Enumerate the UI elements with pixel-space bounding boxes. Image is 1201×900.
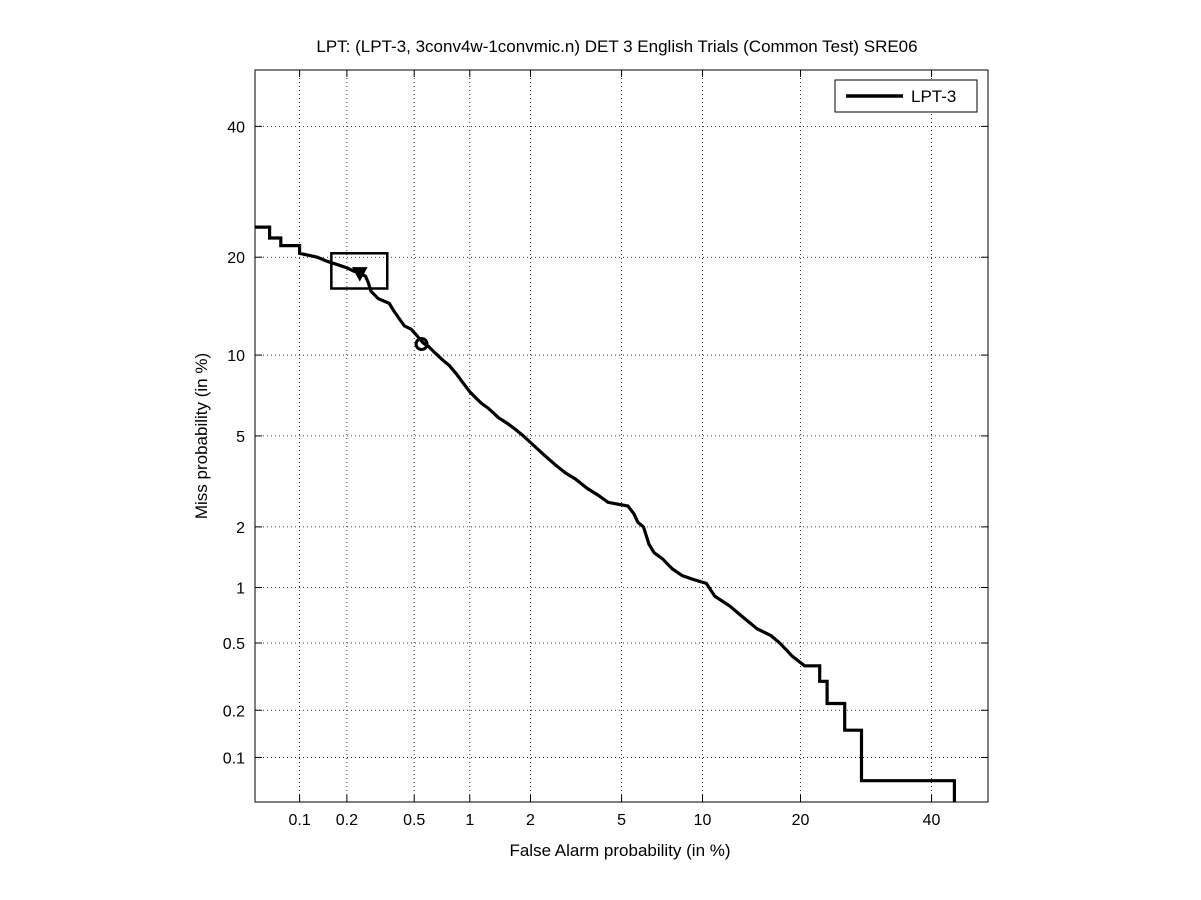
x-tick-label: 0.1	[288, 812, 310, 829]
x-tick-label: 2	[526, 812, 535, 829]
confidence-box	[330, 252, 389, 290]
chart-title: LPT: (LPT-3, 3conv4w-1convmic.n) DET 3 E…	[316, 37, 917, 56]
y-axis-label: Miss probability (in %)	[192, 353, 211, 519]
series-layer	[255, 225, 957, 802]
y-tick-label: 0.2	[223, 703, 245, 720]
y-tick-label: 10	[227, 348, 245, 365]
x-tick-label: 20	[792, 812, 810, 829]
det-curve-lpt-3	[255, 225, 957, 802]
x-tick-label: 10	[694, 812, 712, 829]
y-tick-label: 1	[236, 581, 245, 598]
legend: LPT-3	[834, 79, 978, 113]
x-tick-label: 1	[465, 812, 474, 829]
x-tick-label: 5	[617, 812, 626, 829]
min-dcf-marker	[414, 337, 429, 352]
marker-layer	[330, 252, 429, 352]
x-tick-label: 0.2	[336, 812, 358, 829]
y-tick-label: 5	[236, 429, 245, 446]
y-tick-label: 20	[227, 250, 245, 267]
x-tick-label: 40	[923, 812, 941, 829]
y-tick-label: 40	[227, 119, 245, 136]
x-axis-label: False Alarm probability (in %)	[509, 841, 730, 860]
y-tick-label: 0.5	[223, 636, 245, 653]
act-dcf-marker	[351, 267, 368, 282]
y-tick-label: 2	[236, 520, 245, 537]
tick-layer: 0.1 0.2 0.5 1 2 5 10 20 40 0.1 0.2 0.5 1 2 5 10 20 40	[223, 70, 988, 829]
y-tick-label: 0.1	[223, 750, 245, 767]
legend-label: LPT-3	[911, 87, 956, 106]
x-tick-label: 0.5	[403, 812, 425, 829]
